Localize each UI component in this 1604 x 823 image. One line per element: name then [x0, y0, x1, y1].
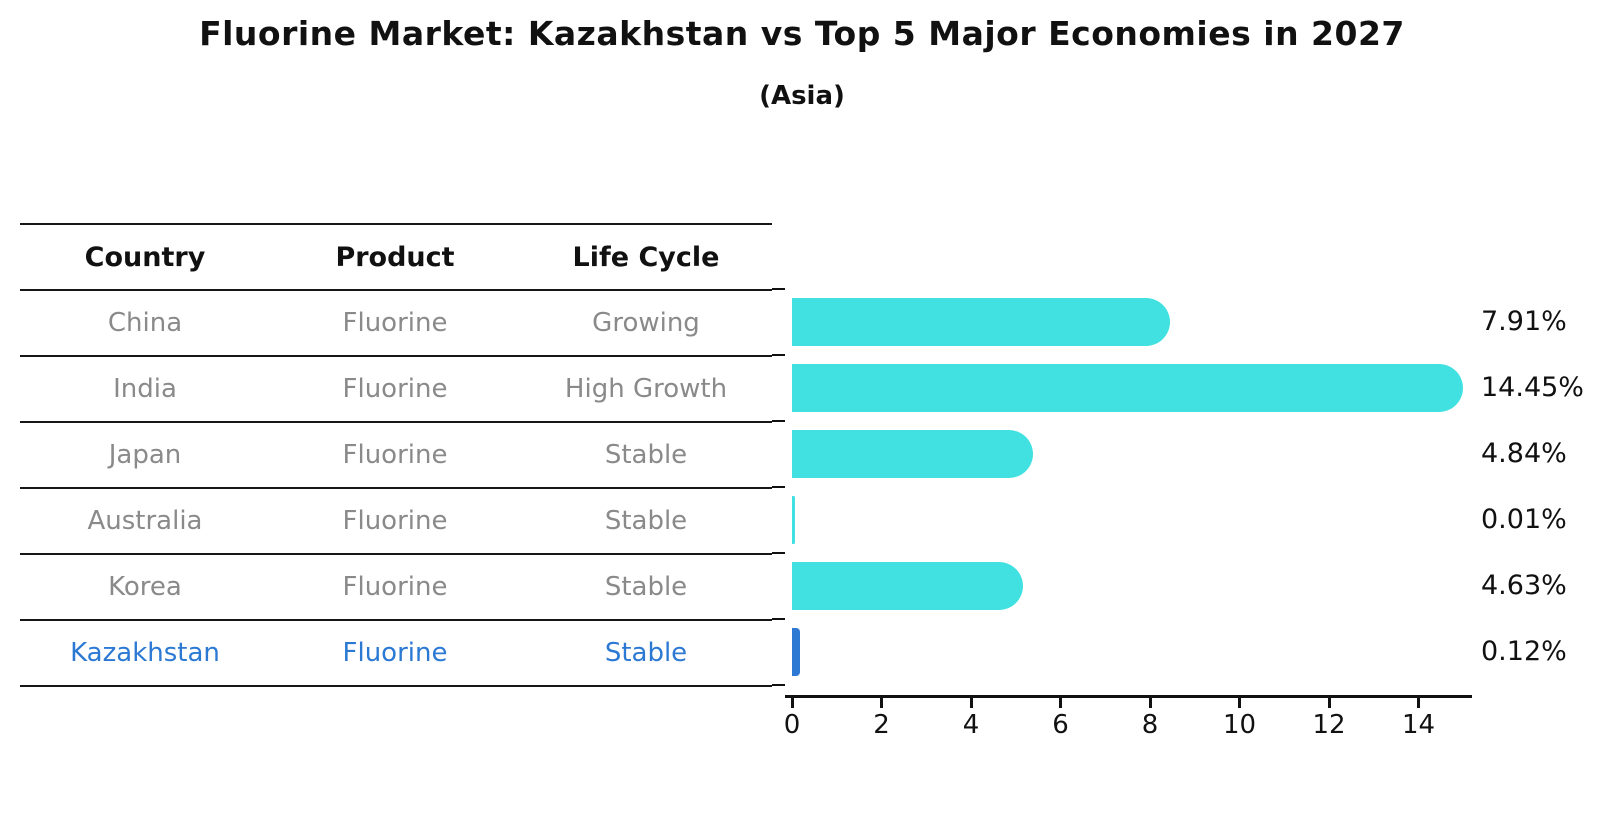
cell-korea-country: Korea: [108, 572, 182, 602]
x-tick-10: [1238, 697, 1241, 708]
y-tick-2: [772, 420, 785, 422]
value-label-china: 7.91%: [1481, 306, 1567, 337]
table-row-india: India Fluorine High Growth: [20, 355, 772, 421]
y-tick-6: [772, 684, 785, 686]
y-tick-3: [772, 486, 785, 488]
cell-china-product: Fluorine: [342, 308, 448, 338]
cell-korea-product: Fluorine: [342, 572, 448, 602]
cell-australia-product: Fluorine: [342, 506, 448, 536]
data-table: Country Product Life Cycle China Fluorine…: [20, 223, 772, 687]
cell-japan-life-cycle: Stable: [604, 440, 688, 470]
x-tick-label-2: 2: [873, 710, 890, 740]
cell-china-life-cycle: Growing: [592, 308, 700, 338]
column-header-product: Product: [335, 241, 455, 273]
x-tick-label-14: 14: [1401, 710, 1436, 740]
value-label-korea: 4.63%: [1481, 570, 1567, 601]
y-tick-0: [772, 288, 785, 290]
column-header-country: Country: [84, 241, 206, 273]
value-label-india: 14.45%: [1481, 372, 1584, 403]
cell-australia-country: Australia: [87, 506, 203, 536]
x-tick-4: [969, 697, 973, 708]
value-label-kazakhstan: 0.12%: [1481, 636, 1567, 667]
chart-title: Fluorine Market: Kazakhstan vs Top 5 Maj…: [199, 14, 1405, 53]
bar-japan: [792, 430, 1033, 478]
x-tick-14: [1417, 697, 1420, 708]
y-tick-1: [772, 354, 785, 356]
table-row-kazakhstan: Kazakhstan Fluorine Stable: [20, 619, 772, 685]
x-tick-0: [790, 697, 794, 708]
table-row-korea: Korea Fluorine Stable: [20, 553, 772, 619]
bar-kazakhstan: [792, 628, 800, 676]
cell-kazakhstan-life-cycle: Stable: [604, 638, 688, 668]
x-tick-12: [1327, 697, 1331, 708]
cell-kazakhstan-country: Kazakhstan: [70, 638, 220, 668]
x-tick-8: [1148, 697, 1152, 708]
table-body: China Fluorine Growing India Fluorine High Gr…: [20, 289, 772, 685]
cell-kazakhstan-product: Fluorine: [342, 638, 448, 668]
bar-australia: [792, 496, 795, 544]
x-tick-label-8: 8: [1141, 710, 1159, 740]
cell-korea-life-cycle: Stable: [604, 572, 688, 602]
y-tick-4: [772, 552, 785, 554]
value-label-japan: 4.84%: [1481, 438, 1567, 469]
x-tick-6: [1059, 697, 1062, 708]
cell-china-country: China: [107, 308, 183, 338]
table-row-japan: Japan Fluorine Stable: [20, 421, 772, 487]
cell-india-product: Fluorine: [342, 374, 448, 404]
x-axis-line: [785, 695, 1472, 698]
x-tick-label-6: 6: [1052, 710, 1069, 740]
x-tick-label-12: 12: [1312, 710, 1346, 740]
bar-china: [792, 298, 1170, 346]
x-tick-2: [880, 697, 883, 708]
column-header-life-cycle: Life Cycle: [572, 241, 720, 273]
bar-india: [792, 364, 1463, 412]
bar-korea: [792, 562, 1024, 610]
chart-subtitle: (Asia): [759, 81, 845, 111]
table-row-china: China Fluorine Growing: [20, 289, 772, 355]
x-tick-label-4: 4: [962, 710, 980, 740]
cell-japan-product: Fluorine: [342, 440, 448, 470]
x-tick-label-0: 0: [783, 710, 801, 740]
cell-india-life-cycle: High Growth: [564, 374, 728, 404]
cell-australia-life-cycle: Stable: [604, 506, 688, 536]
cell-japan-country: Japan: [108, 440, 182, 470]
x-tick-label-10: 10: [1222, 710, 1257, 740]
table-header-row: Country Product Life Cycle: [20, 223, 772, 289]
cell-india-country: India: [113, 374, 177, 404]
y-tick-5: [772, 618, 785, 620]
table-row-australia: Australia Fluorine Stable: [20, 487, 772, 553]
value-label-australia: 0.01%: [1481, 504, 1567, 535]
